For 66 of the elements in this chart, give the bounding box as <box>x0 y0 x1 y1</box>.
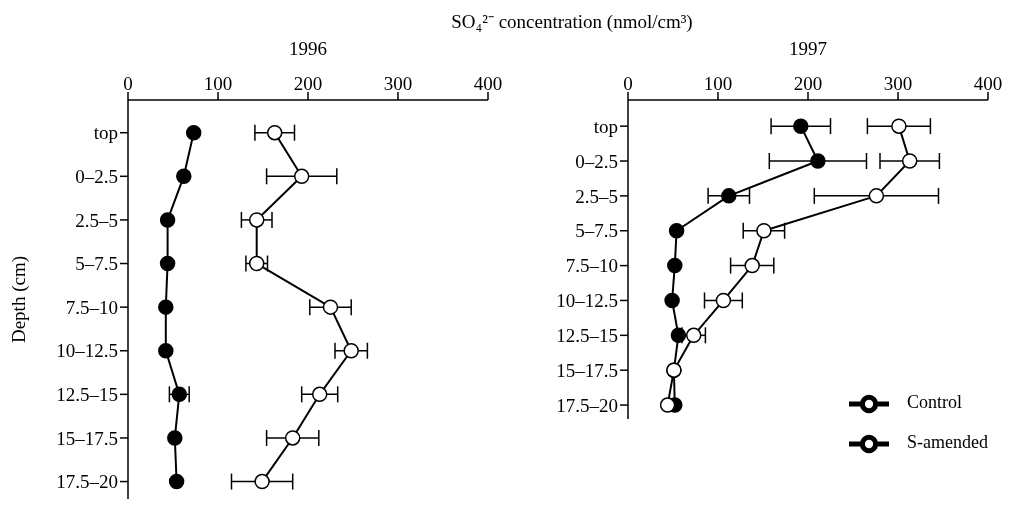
x-tick-label: 0 <box>623 73 633 94</box>
y-tick-label: 0–2.5 <box>575 150 618 172</box>
point <box>756 222 772 239</box>
point <box>185 124 202 141</box>
point <box>167 430 183 446</box>
point <box>721 188 737 204</box>
point <box>248 255 265 272</box>
point <box>254 473 270 490</box>
y-tick-label: top <box>593 115 618 137</box>
x-tick-label: 100 <box>203 73 233 94</box>
point <box>284 430 301 446</box>
x-tick-label: 0 <box>123 73 133 94</box>
y-tick-label: 7.5–10 <box>65 296 118 318</box>
point <box>293 168 310 185</box>
legend-label: Control <box>907 391 963 412</box>
point <box>159 212 176 228</box>
point <box>158 299 174 315</box>
point <box>810 153 826 169</box>
y-tick-label: 12.5–15 <box>556 325 618 347</box>
point <box>168 473 185 490</box>
x-tick-label: 100 <box>703 73 733 94</box>
point <box>266 124 283 141</box>
point <box>248 212 265 228</box>
point <box>868 188 885 204</box>
y-axis-title: Depth (cm) <box>7 255 30 344</box>
chart-title: 1997 <box>788 38 828 61</box>
point <box>343 342 359 359</box>
y-tick-label: 5–7.5 <box>575 220 618 242</box>
point <box>322 299 339 315</box>
point <box>311 386 328 403</box>
y-tick-label: 2.5–5 <box>575 185 618 207</box>
point <box>159 255 176 272</box>
y-tick-label: 15–17.5 <box>556 359 618 381</box>
y-tick-label: top <box>93 122 118 144</box>
legend-label: S-amended <box>907 431 988 452</box>
point <box>664 292 680 309</box>
x-tick-label: 400 <box>473 73 503 94</box>
x-tick-label: 300 <box>883 73 913 94</box>
y-tick-label: 5–7.5 <box>75 253 118 275</box>
point <box>176 168 192 185</box>
point <box>667 257 683 274</box>
point <box>715 292 732 309</box>
y-tick-label: 10–12.5 <box>556 290 618 312</box>
x-tick-label: 200 <box>793 73 823 94</box>
y-tick-label: 0–2.5 <box>75 166 118 188</box>
point <box>891 118 907 134</box>
point <box>685 327 702 344</box>
y-tick-label: 2.5–5 <box>75 209 118 231</box>
point <box>158 342 174 359</box>
y-tick-label: 10–12.5 <box>56 340 118 362</box>
point <box>659 397 676 413</box>
point <box>670 327 687 344</box>
y-tick-label: 17.5–20 <box>56 471 118 493</box>
y-tick-label: 12.5–15 <box>56 384 118 406</box>
chart-title: 1996 <box>288 38 328 61</box>
point <box>668 222 685 239</box>
y-tick-label: 17.5–20 <box>556 394 618 416</box>
point <box>901 153 918 169</box>
x-axis-title: SO₄²⁻ concentration (nmol/cm³) <box>450 10 694 34</box>
y-tick-label: 7.5–10 <box>565 255 618 277</box>
x-tick-label: 400 <box>973 73 1003 94</box>
x-tick-label: 300 <box>383 73 413 94</box>
point <box>793 118 809 134</box>
point <box>744 257 760 274</box>
y-tick-label: 15–17.5 <box>56 427 118 449</box>
x-tick-label: 200 <box>293 73 323 94</box>
